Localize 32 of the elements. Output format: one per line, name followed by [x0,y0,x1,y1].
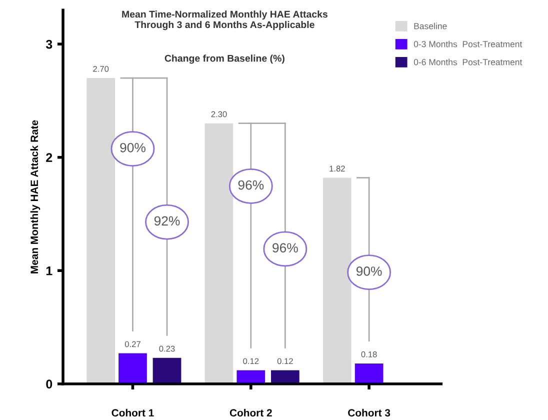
data-label: 0.12 [277,358,293,364]
text: Mean Time-Normalized Monthly HAE Attacks Through 3 and 6 Months As-Applicable [122,10,328,30]
legend-label: 0-3 Months Post-Treatment [414,40,522,48]
x-tick-label: Cohort 2 [230,408,272,417]
annotation: 92% [154,216,180,226]
data-label: 1.82 [330,166,345,172]
legend-label: 0-6 Months Post-Treatment [414,58,522,66]
bar [204,123,234,384]
annotation: 90% [120,142,146,152]
x-tick-label: Cohort 3 [348,408,390,417]
bar [322,178,352,384]
annotation: 96% [272,243,298,252]
text: Change from Baseline (%) [164,54,284,64]
bar [354,363,384,384]
annotation: 96% [238,180,264,190]
data-label: 2.70 [93,66,109,72]
bar [118,353,147,384]
data-label: 0.12 [243,358,259,364]
y-tick-label: 2 [46,153,52,162]
y-tick-label: 1 [46,266,52,276]
data-label: 2.30 [211,111,227,118]
y-tick-label: 0 [46,380,52,389]
y-axis-title: Mean Monthly HAE Attack Rate [30,120,40,274]
bar [86,78,116,384]
bar [152,358,182,384]
annotation: 90% [356,266,382,276]
data-label: 0.23 [159,346,175,352]
data-label: 0.27 [124,341,140,348]
y-tick-label: 3 [46,40,52,49]
legend-label: Baseline [414,22,447,30]
x-tick-label: Cohort 1 [112,408,154,417]
data-label: 0.18 [361,351,377,358]
